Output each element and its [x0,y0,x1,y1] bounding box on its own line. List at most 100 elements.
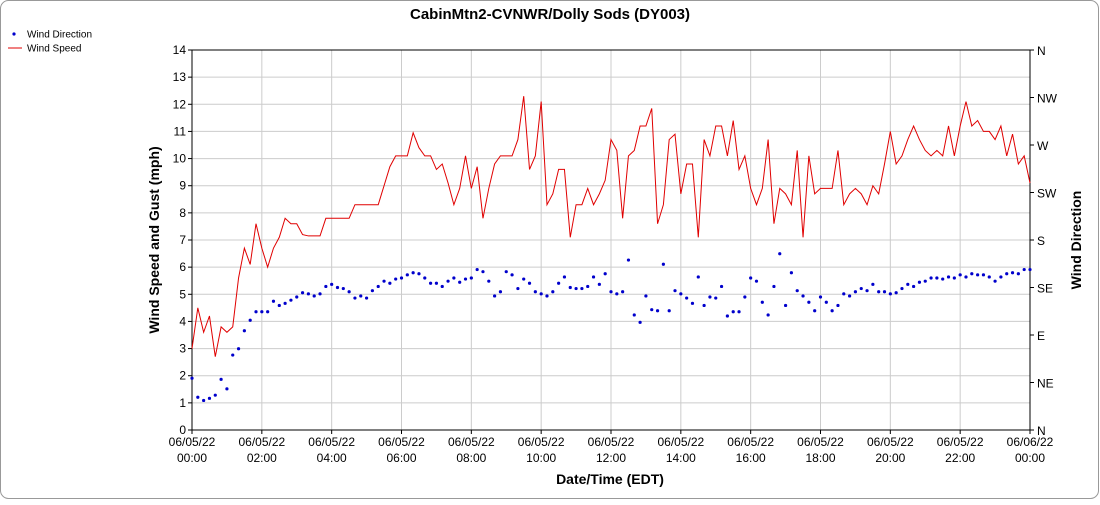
y-tick-label: 1 [179,396,186,410]
wind-direction-point [783,303,788,308]
x-tick-label: 14:00 [666,451,696,465]
wind-direction-point [574,286,578,291]
wind-direction-point [475,267,479,272]
wind-direction-point [568,285,572,290]
wind-direction-point [702,303,706,308]
wind-direction-point [708,295,712,299]
x-tick-label: 06/06/22 [1007,435,1054,449]
x-tick-label: 06/05/22 [308,435,355,449]
x-tick-label: 00:00 [1015,451,1045,465]
legend-label: Wind Direction [27,30,92,41]
wind-direction-point [289,298,293,302]
wind-direction-point [539,292,543,296]
wind-direction-point [394,277,398,281]
legend-marker [12,32,16,36]
wind-direction-point [225,387,229,391]
wind-direction-point [667,309,671,313]
wind-direction-point [632,313,636,317]
wind-direction-point [772,284,776,289]
wind-direction-point [562,275,567,279]
y2-tick-label: N [1037,424,1046,438]
wind-direction-point [295,295,299,299]
wind-direction-point [411,271,415,275]
chart-title: CabinMtn2-CVNWR/Dolly Sods (DY003) [410,6,690,23]
y-tick-label: 2 [179,369,186,383]
wind-direction-point [510,273,514,277]
wind-direction-point [900,286,904,291]
wind-direction-point [1022,267,1026,272]
wind-direction-point [661,262,665,266]
wind-direction-point [428,281,433,285]
wind-direction-point [987,275,991,279]
wind-direction-point [714,296,718,300]
wind-direction-point [981,273,986,277]
wind-direction-point [650,308,654,312]
x-tick-label: 20:00 [875,451,905,465]
wind-speed-line [191,96,1031,357]
wind-direction-point [382,279,386,283]
x-tick-label: 02:00 [247,451,277,465]
wind-direction-point [1016,272,1020,276]
wind-direction-point [847,294,852,298]
wind-direction-point [364,296,369,300]
wind-direction-point [917,280,922,284]
wind-direction-point [842,292,846,296]
wind-direction-point [388,281,392,285]
x-tick-label: 00:00 [177,451,207,465]
wind-direction-point [958,273,962,277]
wind-direction-point [906,282,910,286]
wind-direction-point [638,320,642,324]
x-tick-label: 06/05/22 [727,435,774,449]
wind-direction-point [591,275,596,279]
wind-direction-point [266,310,270,314]
wind-direction-point [743,295,747,299]
wind-direction-point [760,300,764,304]
wind-direction-point [859,286,863,291]
wind-direction-point [446,279,450,283]
wind-direction-point [824,300,828,304]
x-axis-label: Date/Time (EDT) [556,471,664,487]
wind-direction-point [551,290,555,294]
wind-direction-point [405,273,409,277]
wind-direction-point [300,291,305,295]
x-tick-label: 10:00 [526,451,556,465]
wind-direction-point [277,303,281,308]
wind-direction-point [353,296,357,300]
wind-direction-point [399,276,404,280]
wind-direction-point [993,279,997,283]
grid [191,49,1031,431]
wind-direction-point [865,289,869,293]
y2-tick-label: S [1037,234,1045,248]
wind-direction-point [621,290,625,294]
wind-direction-point [882,290,887,294]
wind-direction-point [341,286,345,291]
wind-direction-point [271,299,276,303]
legend-label: Wind Speed [27,44,81,55]
y2-tick-label: NE [1037,377,1054,391]
wind-direction-point [679,292,683,296]
wind-direction-point [557,281,561,285]
wind-direction-point [1010,271,1015,275]
wind-direction-point [504,270,508,274]
wind-direction-point [324,284,328,289]
y-tick-label: 3 [179,342,186,356]
wind-direction-point [912,284,916,289]
x-tick-label: 06/05/22 [448,435,495,449]
x-tick-label: 22:00 [945,451,975,465]
plot-area-border [191,49,1031,431]
wind-direction-point [260,310,264,314]
wind-direction-point [737,310,741,314]
wind-direction-point [818,295,823,299]
wind-direction-point [452,276,456,280]
wind-direction-point [236,347,241,351]
wind-direction-point [813,309,817,313]
wind-direction-point [644,294,648,298]
y2-axis-label: Wind Direction [1068,191,1084,290]
y2-tick-label: W [1037,139,1049,153]
y2-tick-label: N [1037,44,1046,58]
y-tick-label: 7 [179,233,186,247]
wind-direction-point [440,284,444,289]
